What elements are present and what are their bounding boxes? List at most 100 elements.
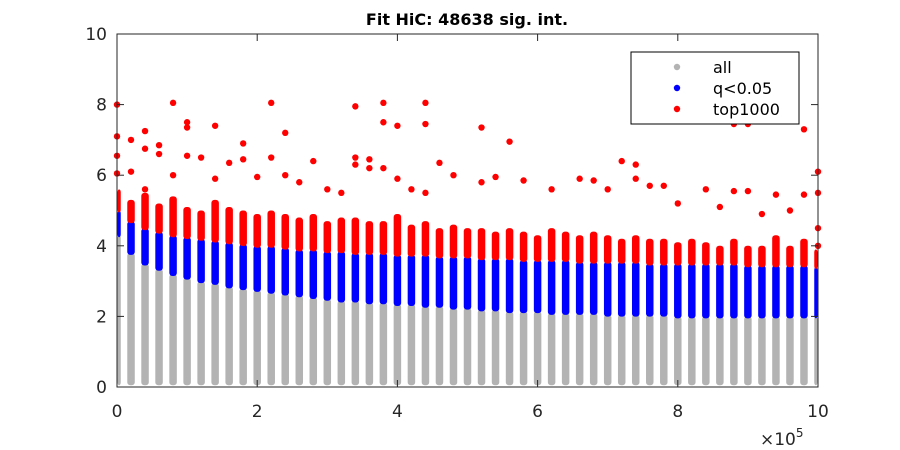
legend-label: q<0.05 xyxy=(713,79,772,98)
bin-column xyxy=(589,231,598,386)
bin-column xyxy=(603,235,612,386)
top1000-points-stack xyxy=(533,235,542,262)
x-tick-label: 0 xyxy=(112,402,123,422)
top1000-points-stack xyxy=(800,238,808,268)
top1000-point xyxy=(211,175,219,182)
q005-points-stack xyxy=(379,252,388,305)
top1000-point xyxy=(646,182,653,189)
bin-column xyxy=(393,214,402,386)
top1000-point xyxy=(604,186,611,193)
top1000-point xyxy=(380,164,387,172)
q005-points-stack xyxy=(393,254,402,307)
bin-column xyxy=(253,214,261,386)
bin-column xyxy=(267,210,275,386)
all-points-stack xyxy=(646,314,654,386)
q005-points-stack xyxy=(477,258,486,312)
top1000-point xyxy=(183,119,191,126)
bin-column xyxy=(295,217,304,386)
bin-column xyxy=(519,231,528,386)
top1000-points-stack xyxy=(421,221,430,257)
bin-column xyxy=(225,206,233,386)
bin-column xyxy=(631,235,640,386)
top1000-points-stack xyxy=(309,214,318,252)
bin-column xyxy=(688,238,696,386)
q005-points-stack xyxy=(421,254,430,308)
q005-points-stack xyxy=(281,247,289,296)
top1000-points-stack xyxy=(758,245,766,268)
all-points-stack xyxy=(393,304,402,386)
top1000-point xyxy=(239,140,247,147)
bin-column xyxy=(800,238,808,386)
x-multiplier-exponent: 5 xyxy=(796,426,804,440)
top1000-point xyxy=(183,152,191,159)
x-multiplier-base: ×10 xyxy=(760,430,796,450)
bin-column xyxy=(435,228,444,386)
top1000-points-stack xyxy=(702,242,710,266)
all-points-stack xyxy=(211,282,219,386)
legend-entry: top1000 xyxy=(673,100,780,119)
top1000-points-stack xyxy=(351,217,360,255)
top1000-point xyxy=(366,156,373,163)
q005-points-stack xyxy=(449,256,458,310)
top1000-point xyxy=(758,210,766,218)
top1000-point xyxy=(380,119,387,126)
top1000-point xyxy=(450,172,457,179)
top1000-points-stack xyxy=(281,214,289,250)
q005-points-stack xyxy=(589,261,598,315)
top1000-points-stack xyxy=(253,214,261,248)
top1000-point xyxy=(422,189,429,197)
q005-points-stack xyxy=(646,263,654,317)
bin-column xyxy=(337,217,346,386)
top1000-point xyxy=(268,154,275,161)
top1000-points-stack xyxy=(169,196,177,238)
top1000-point xyxy=(800,191,808,198)
top1000-point xyxy=(730,187,738,195)
legend-entry: all xyxy=(673,58,732,77)
bin-column xyxy=(730,238,738,386)
top1000-point xyxy=(352,154,359,161)
top1000-point xyxy=(408,186,415,193)
all-points-stack xyxy=(519,311,528,386)
top1000-points-stack xyxy=(772,235,780,268)
q005-points-stack xyxy=(295,249,304,298)
top1000-points-stack xyxy=(646,238,654,266)
all-points-stack xyxy=(169,274,177,386)
q005-points-stack xyxy=(702,263,710,319)
top1000-points-stack xyxy=(814,249,818,269)
points-layer xyxy=(113,99,822,386)
top1000-point xyxy=(674,200,681,207)
top1000-point xyxy=(618,157,625,165)
top1000-points-stack xyxy=(365,221,374,255)
all-points-stack xyxy=(617,314,626,386)
top1000-point xyxy=(492,173,499,181)
all-points-stack xyxy=(561,312,570,386)
top1000-points-stack xyxy=(379,221,388,255)
q005-points-stack xyxy=(603,261,612,317)
all-points-stack xyxy=(421,305,430,386)
top1000-points-stack xyxy=(631,235,640,264)
all-points-stack xyxy=(716,316,724,386)
bin-column xyxy=(814,249,818,386)
top1000-point xyxy=(239,156,247,163)
top1000-point xyxy=(211,122,219,129)
all-points-stack xyxy=(253,289,261,386)
top1000-points-stack xyxy=(589,231,598,264)
bin-column xyxy=(449,224,458,386)
bin-column xyxy=(646,238,654,386)
bin-column xyxy=(660,238,668,386)
bin-column xyxy=(702,242,710,386)
all-points-stack xyxy=(744,316,752,386)
q005-points-stack xyxy=(169,235,177,277)
y-tick-label: 0 xyxy=(96,378,107,398)
top1000-point xyxy=(380,99,387,107)
top1000-points-stack xyxy=(617,238,626,264)
top1000-point xyxy=(127,136,135,144)
top1000-point xyxy=(141,145,149,152)
bin-column xyxy=(463,228,472,386)
q005-points-stack xyxy=(337,251,346,303)
top1000-points-stack xyxy=(407,224,416,257)
all-points-stack xyxy=(365,302,374,386)
top1000-point xyxy=(800,126,808,133)
top1000-points-stack xyxy=(337,217,346,254)
